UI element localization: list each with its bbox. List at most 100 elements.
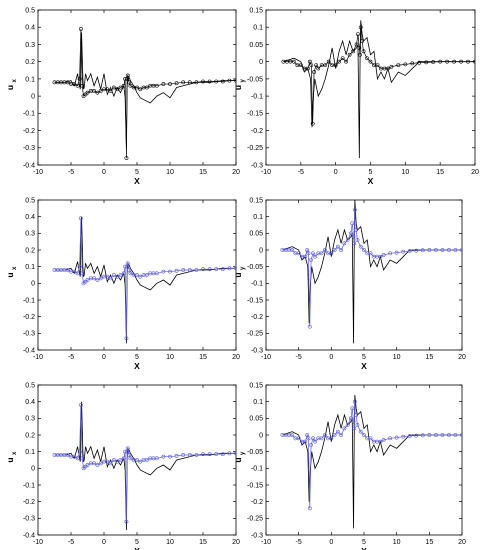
data-point [360,39,365,43]
y-tick-label: -0.3 [251,347,263,354]
x-tick-label: 15 [199,169,207,176]
y-axis-label-group: ux [5,451,18,463]
y-axis-label-group: uy [233,266,246,278]
data-point [352,208,357,212]
chart-panel-1: -10 -5 0 5 10 15 20 -0.4 -0.3 -0.2 -0.1 0 0.1 0.2 0.3 0… [5,7,240,186]
x-axis-label: X [134,546,140,550]
data-point [332,248,337,252]
data-point [98,89,103,93]
data-point [350,221,355,226]
y-tick-label: 0.5 [25,382,35,389]
x-tick-label: 20 [458,354,466,361]
data-point [144,273,149,277]
data-point [98,461,103,466]
y-tick-label: -0.4 [23,532,35,539]
x-tick-label: 0 [329,354,333,361]
x-axis-label: X [361,361,367,371]
y-tick-label: -0.3 [23,331,35,338]
y-axis-label-subscript: y [240,451,246,455]
data-point [121,271,126,276]
data-point [168,82,172,86]
data-point [77,264,82,269]
data-point [187,80,192,85]
y-tick-label: 0.05 [249,231,263,238]
y-tick-label: -0.05 [247,76,263,83]
data-point [459,59,463,64]
data-point [309,258,313,262]
x-tick-label: 20 [458,539,466,546]
y-tick-label: 0 [259,59,263,66]
x-tick-label: -10 [261,169,271,176]
data-point [358,52,362,57]
data-point [112,85,116,90]
data-point [410,61,415,66]
data-point [433,433,438,437]
data-point [161,269,166,274]
data-point [80,271,85,276]
data-point [452,59,457,64]
y-axis-label-subscript: y [240,266,246,270]
y-tick-label: 0.3 [25,416,35,423]
x-tick-label: 5 [135,354,139,361]
x-tick-label: -5 [68,354,74,361]
data-point [291,59,296,64]
y-tick-label: 0.1 [25,76,35,83]
y-tick-label: -0.2 [251,499,263,506]
series-line [282,200,462,344]
y-tick-label: 0.4 [25,214,35,221]
data-point [108,89,113,93]
data-point [92,89,97,93]
series-marker-line [283,27,475,124]
y-tick-label: 0.15 [249,7,263,14]
data-point [326,59,331,64]
data-point [358,25,363,30]
x-tick-label: -5 [296,539,302,546]
data-point [357,45,362,50]
data-point [311,436,315,441]
data-point [79,216,83,221]
plot-area [52,401,236,531]
data-point [356,32,360,37]
data-point [128,83,133,88]
data-point [354,413,359,417]
series-marker-line [282,401,462,509]
data-point [234,266,236,271]
data-point [290,433,295,437]
data-point [105,87,110,92]
data-point [473,59,475,64]
data-point [378,439,383,444]
y-axis-label: u [5,85,15,90]
data-point [65,268,70,272]
data-point [352,426,357,431]
data-point [194,80,199,85]
data-point [447,433,451,437]
x-tick-label: 20 [232,354,240,361]
y-tick-label: -0.2 [23,314,35,321]
x-tick-label: 0 [102,539,106,546]
x-tick-label: 20 [232,169,240,176]
plot-frame [265,199,463,351]
data-point [466,59,470,64]
data-point [187,453,192,457]
data-point [342,241,347,246]
data-point [168,269,172,274]
x-tick-label: -10 [33,539,43,546]
data-point [427,248,432,252]
data-point [95,90,100,95]
y-tick-label: 0.15 [249,197,263,204]
y-axis-label-subscript: y [240,79,246,83]
y-tick-label: -0.1 [251,466,263,473]
data-point [347,52,352,57]
y-tick-label: 0.05 [249,42,263,49]
y-tick-label: -0.05 [247,264,263,271]
data-point [296,251,301,256]
data-point [407,434,412,438]
data-point [401,434,406,439]
data-point [168,454,172,459]
data-point [128,456,133,461]
data-point [290,248,295,252]
data-point [174,453,179,458]
x-tick-label: -10 [33,169,43,176]
x-tick-label: 5 [135,169,139,176]
data-point [350,406,355,411]
